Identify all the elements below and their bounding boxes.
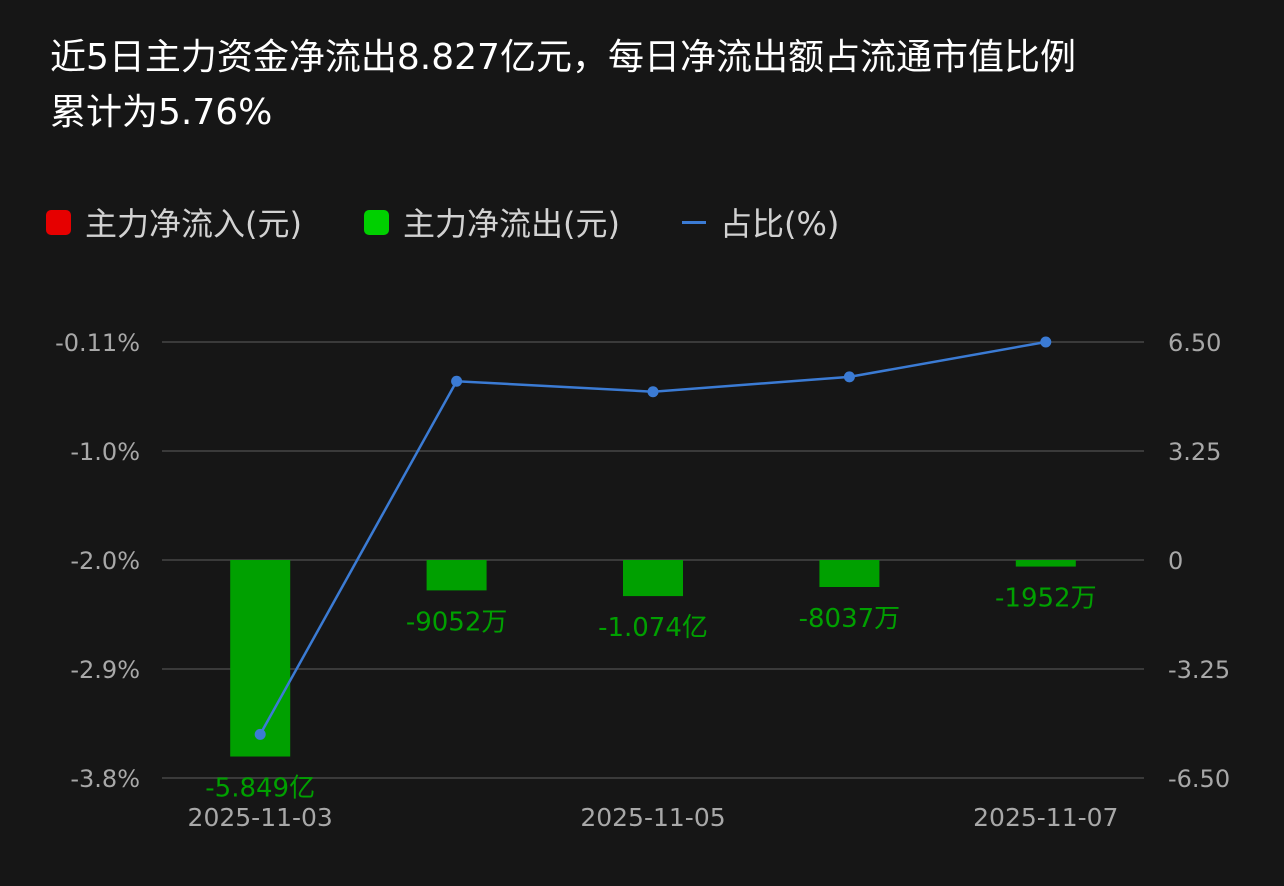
bar xyxy=(819,560,880,588)
ratio-point xyxy=(647,386,659,398)
left-axis-tick-label: -2.9% xyxy=(70,656,140,684)
right-axis-tick-label: 3.25 xyxy=(1168,438,1221,466)
legend-item-ratio[interactable]: 占比(%) xyxy=(681,199,840,245)
right-axis-tick-label: 6.50 xyxy=(1168,329,1221,357)
left-axis-tick-label: -1.0% xyxy=(70,438,140,466)
title-line-2: 累计为5.76% xyxy=(50,92,273,133)
legend-ratio-label: 占比(%) xyxy=(719,205,840,243)
bar xyxy=(230,560,291,757)
x-axis-tick-label: 2025-11-05 xyxy=(580,803,725,832)
ratio-swatch xyxy=(681,220,706,224)
bar xyxy=(426,560,487,591)
bar xyxy=(623,560,683,597)
inflow-swatch xyxy=(46,209,71,235)
bar-data-label: -1.074亿 xyxy=(598,613,708,643)
bar xyxy=(1015,560,1076,567)
right-axis-tick-label: 0 xyxy=(1168,547,1183,575)
legend-inflow-label: 主力净流入(元) xyxy=(85,205,302,243)
ratio-point xyxy=(1040,336,1052,348)
left-axis-tick-label: -0.11% xyxy=(55,329,140,357)
ratio-line xyxy=(259,340,1047,736)
legend-item-outflow[interactable]: 主力净流出(元) xyxy=(363,199,620,245)
ratio-point xyxy=(451,375,463,387)
bar-data-label: -5.849亿 xyxy=(205,774,315,804)
outflow-swatch xyxy=(363,209,389,235)
left-axis-tick-label: -2.0% xyxy=(70,547,140,575)
bar-data-label: -1952万 xyxy=(995,584,1097,614)
left-axis-tick-label: -3.8% xyxy=(70,765,140,793)
x-axis-tick-label: 2025-11-07 xyxy=(973,803,1118,832)
title-line-1: 近5日主力资金净流出8.827亿元，每日净流出额占流通市值比例 xyxy=(50,37,1076,78)
legend-outflow-label: 主力净流出(元) xyxy=(402,205,620,243)
right-axis-tick-label: -3.25 xyxy=(1168,656,1230,684)
legend-item-inflow[interactable]: 主力净流入(元) xyxy=(46,199,302,245)
ratio-point xyxy=(843,371,855,383)
bar-data-label: -8037万 xyxy=(799,604,901,634)
legend: 主力净流入(元) 主力净流出(元) 占比(%) xyxy=(46,200,901,244)
chart-title: 近5日主力资金净流出8.827亿元，每日净流出额占流通市值比例 累计为5.76% xyxy=(50,30,1250,140)
bar-data-label: -9052万 xyxy=(406,607,508,637)
x-axis-tick-label: 2025-11-03 xyxy=(188,803,333,832)
ratio-point xyxy=(254,728,266,740)
right-axis-tick-label: -6.50 xyxy=(1168,765,1230,793)
